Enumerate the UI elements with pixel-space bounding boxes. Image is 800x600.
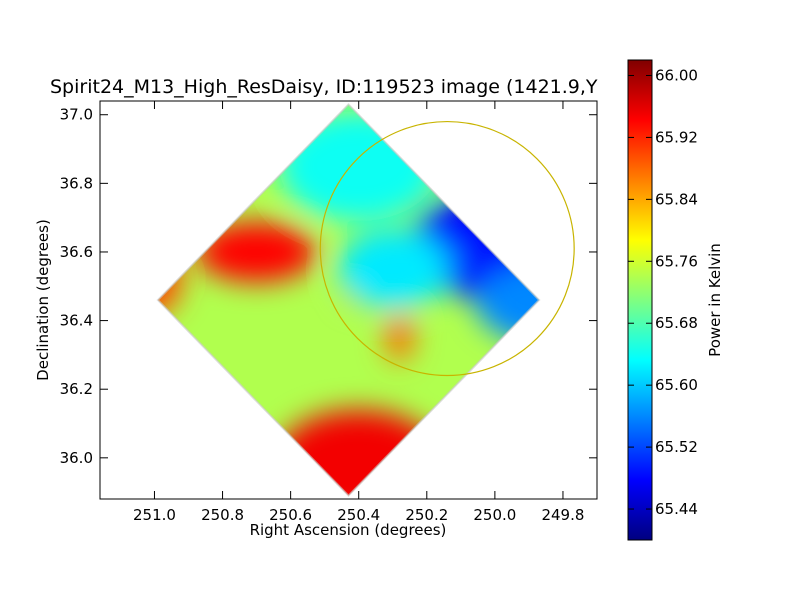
- plot-area: [156, 102, 575, 498]
- colorbar-tick-label: 66.00: [655, 66, 698, 84]
- colorbar-tick-label: 65.44: [655, 500, 698, 518]
- colorbar-frame: [627, 59, 653, 541]
- colorbar-tick-label: 65.92: [655, 128, 698, 146]
- colorbar-fill: [628, 60, 652, 540]
- x-tick-label: 250.2: [405, 506, 448, 524]
- colorbar-tick-label: 65.76: [655, 252, 698, 270]
- y-axis-label: Declination (degrees): [34, 219, 52, 381]
- y-tick-label: 36.4: [60, 312, 93, 330]
- heat-feature: [385, 313, 414, 362]
- y-tick-label: 36.6: [60, 243, 93, 261]
- heat-feature: [337, 229, 448, 310]
- y-tick-label: 36.8: [60, 174, 93, 192]
- heat-feature: [157, 239, 183, 320]
- heat-feature: [273, 409, 444, 496]
- x-tick-label: 251.0: [133, 506, 176, 524]
- chart-title: Spirit24_M13_High_ResDaisy, ID:119523 im…: [50, 76, 598, 98]
- x-axis-label: Right Ascension (degrees): [250, 521, 447, 539]
- colorbar-tick-label: 65.84: [655, 190, 698, 208]
- plot-frame: [99, 100, 598, 500]
- heat-feature: [196, 221, 317, 282]
- region-circle: [319, 120, 575, 377]
- colorbar-tick-label: 65.68: [655, 314, 698, 332]
- y-tick-label: 36.2: [60, 380, 93, 398]
- x-tick-label: 250.8: [201, 506, 244, 524]
- x-tick-label: 249.8: [541, 506, 584, 524]
- x-tick-label: 250.4: [337, 506, 380, 524]
- x-tick-label: 250.6: [269, 506, 312, 524]
- colorbar: 65.44 65.52 65.60 65.68 65.76 65.84 65.92 66.00…: [627, 59, 724, 541]
- x-tick-label: 250.0: [473, 506, 516, 524]
- heat-feature: [278, 111, 439, 222]
- y-tick-label: 36.0: [60, 449, 93, 467]
- colorbar-label: Power in Kelvin: [706, 243, 724, 357]
- colorbar-tick-label: 65.52: [655, 438, 698, 456]
- colorbar-ticks: 65.44 65.52 65.60 65.68 65.76 65.84 65.92 66.00: [628, 66, 698, 518]
- colorbar-tick-label: 65.60: [655, 376, 698, 394]
- y-axis: 36.0 36.2 36.4 36.6 36.8 37.0: [60, 106, 597, 467]
- map-footprint-edge: [156, 102, 541, 498]
- heat-feature: [475, 263, 540, 344]
- y-tick-label: 37.0: [60, 106, 93, 124]
- x-axis: 251.0 250.8 250.6 250.4 250.2 250.0 249.8: [133, 101, 584, 524]
